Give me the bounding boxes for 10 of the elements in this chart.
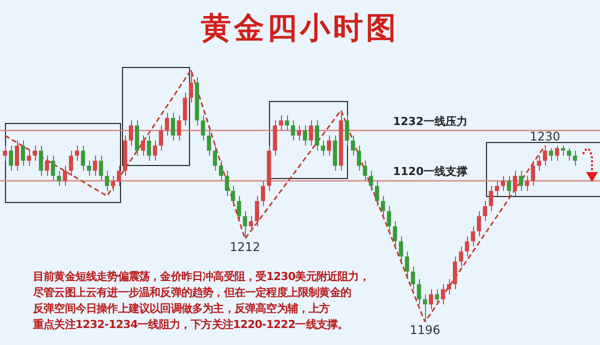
annotation: 尽管云图上云有进一步温和反弹的趋势，但在一定程度上限制黄金的 [33, 285, 352, 301]
text: 1212 [230, 240, 260, 254]
chart-title: 黄金四小时图 [200, 10, 400, 48]
text: 1230 [530, 130, 560, 144]
annotation: 重点关注1232-1234一线阻力，下方关注1220-1222一线支撑。 [33, 317, 350, 333]
ref-line-label: 1232一线压力 [393, 114, 468, 128]
ref-line-label: 1120一线支撑 [393, 165, 468, 178]
annotation: 目前黄金短线走势偏震荡，金价昨日冲高受阻，受1230美元附近阻力， [33, 269, 370, 285]
annotation: 反弹空间今日操作上建议以回调做多为主，反弹高空为辅，上方 [33, 301, 331, 317]
text: 1196 [410, 323, 440, 338]
